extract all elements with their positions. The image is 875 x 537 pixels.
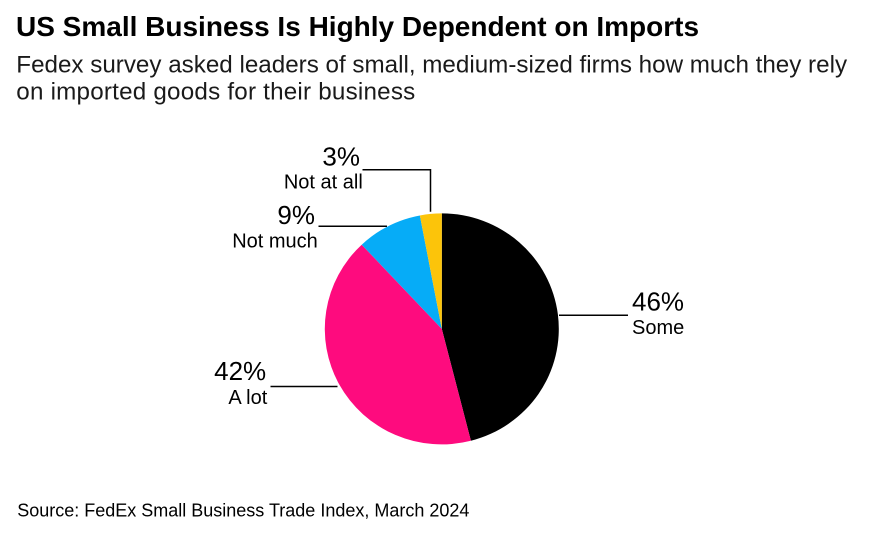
svg-text:Fedex survey asked leaders of: Fedex survey asked leaders of small, med… [16,52,848,79]
svg-text:9%: 9% [277,200,315,230]
svg-text:Source: FedEx Small Business T: Source: FedEx Small Business Trade Index… [17,500,469,520]
svg-text:US Small Business Is Highly De: US Small Business Is Highly Dependent on… [16,11,699,42]
svg-text:42%: 42% [214,356,266,386]
svg-text:A lot: A lot [228,387,267,409]
svg-text:Not much: Not much [232,231,318,253]
svg-text:Some: Some [632,317,684,339]
svg-text:Not at all: Not at all [284,172,363,194]
svg-text:46%: 46% [632,286,684,316]
svg-text:3%: 3% [322,142,360,172]
svg-text:on imported goods for their bu: on imported goods for their business [16,79,415,106]
